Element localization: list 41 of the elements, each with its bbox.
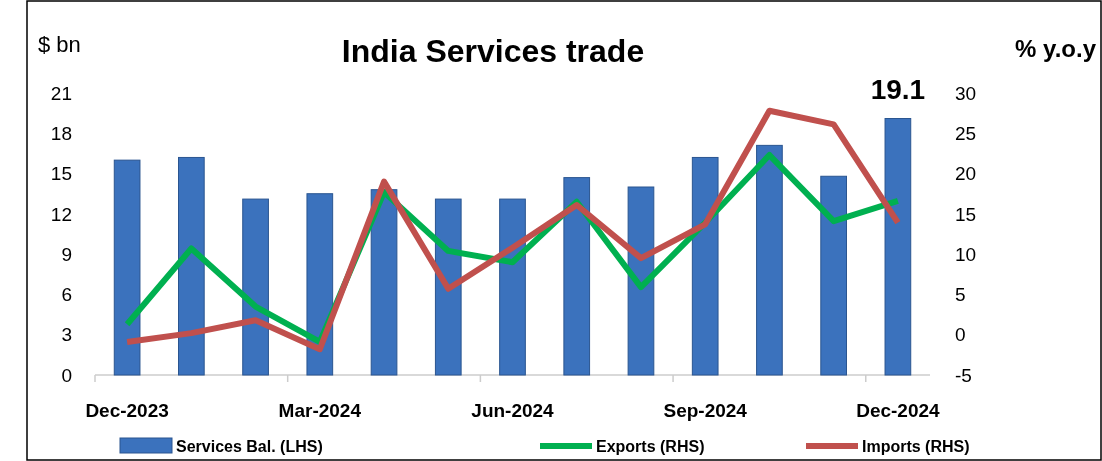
bar	[499, 198, 526, 376]
bar	[242, 198, 269, 376]
x-tick-label: Dec-2024	[856, 400, 941, 421]
y2-tick-label: 5	[955, 284, 966, 306]
y-axis-title: $ bn	[38, 32, 81, 57]
y-tick-label: 12	[50, 203, 72, 225]
y-tick-label: 21	[50, 82, 72, 104]
y2-tick-label: 30	[955, 82, 977, 104]
legend-label: Exports (RHS)	[596, 438, 705, 455]
bar	[627, 186, 655, 376]
bar	[113, 159, 141, 376]
y-tick-label: 9	[61, 243, 72, 265]
y2-tick-label: 15	[955, 203, 977, 225]
x-tick-label: Sep-2024	[663, 400, 748, 421]
bar	[434, 198, 462, 376]
y-tick-label: 3	[61, 324, 72, 346]
y2-tick-label: -5	[955, 364, 972, 386]
y-tick-label: 18	[50, 122, 72, 144]
bar	[306, 193, 334, 376]
legend-label: Services Bal. (LHS)	[176, 438, 323, 455]
y-tick-label: 6	[61, 284, 72, 306]
y2-tick-label: 20	[955, 163, 977, 185]
y2-axis-title: % y.o.y	[1015, 35, 1097, 62]
annotation: 19.1	[870, 73, 926, 105]
bar	[370, 189, 398, 376]
x-tick-label: Dec-2023	[85, 400, 169, 421]
bar	[820, 175, 847, 376]
bar	[691, 156, 719, 376]
bar	[563, 177, 591, 376]
bar	[884, 118, 912, 376]
y-tick-label: 15	[50, 163, 72, 185]
x-tick-label: Jun-2024	[471, 400, 555, 421]
y2-tick-label: 10	[955, 243, 977, 265]
chart-title: India Services trade	[341, 33, 645, 69]
legend-label: Imports (RHS)	[862, 438, 970, 455]
y2-tick-label: 0	[955, 324, 966, 346]
y2-tick-label: 25	[955, 122, 977, 144]
x-tick-label: Mar-2024	[278, 400, 362, 421]
bar	[756, 144, 783, 376]
bar	[178, 156, 205, 376]
y-tick-label: 0	[61, 364, 72, 386]
